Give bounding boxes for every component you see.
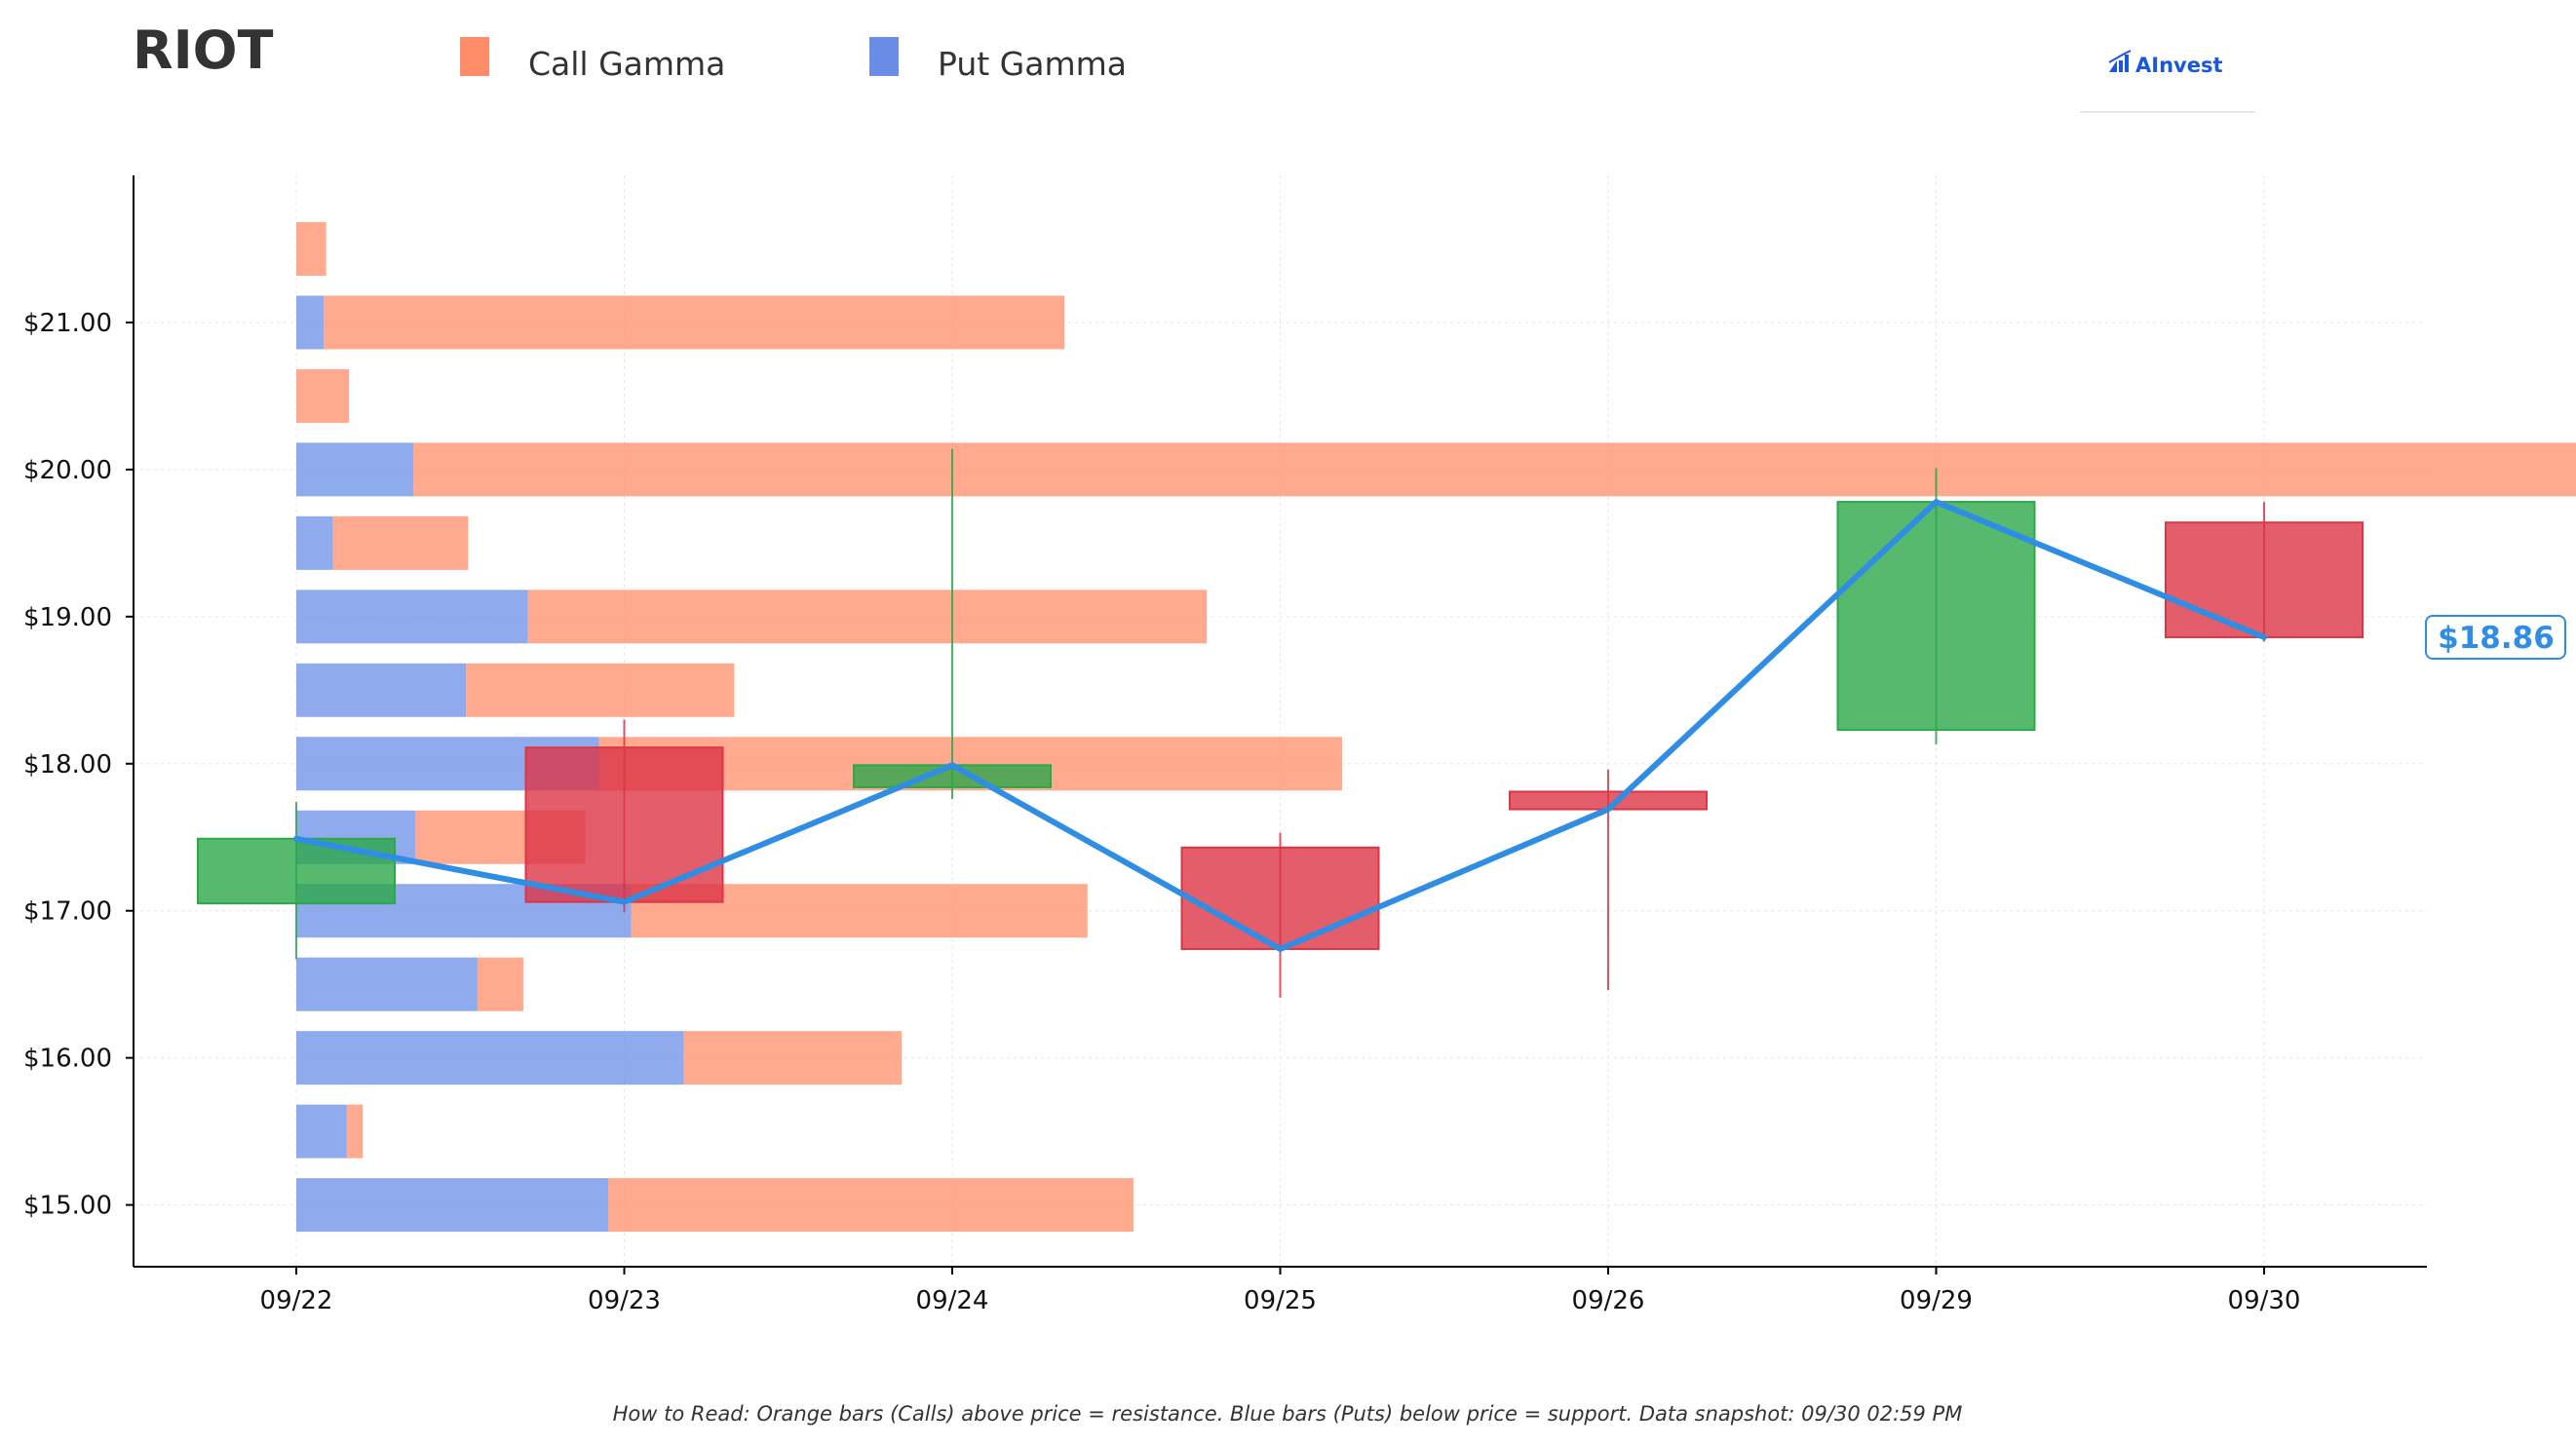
candle-body [1180,846,1380,950]
ticker-title: RIOT [133,19,274,81]
call-gamma-bar [413,442,2576,497]
brand-name: AInvest [2135,54,2223,77]
x-tick-label: 09/29 [1900,1286,1973,1315]
candle-body [197,837,396,905]
y-tick-label: $17.00 [23,897,112,927]
call-gamma-bar [477,957,523,1011]
call-gamma-bar [346,1104,364,1159]
call-gamma-bar [332,515,469,570]
close-price-line [293,499,2267,952]
candle-body [2165,521,2364,638]
current-price-box [2425,614,2566,660]
current-price-tag: $18.86 [2425,614,2566,660]
put-gamma-bar [296,663,467,717]
put-gamma-bar [296,295,325,350]
put-gamma-bar [296,515,333,570]
footnote: How to Read: Orange bars (Calls) above p… [613,1402,1963,1426]
call-gamma-bar [296,221,327,276]
legend: Call Gamma Put Gamma [460,37,1127,83]
call-gamma-bar [527,590,1208,644]
put-gamma-bar [296,442,414,497]
legend-swatch-call [460,37,489,76]
current-price-label: $18.86 [2438,621,2555,656]
call-gamma-bar [296,368,350,423]
call-gamma-bar [608,1178,1134,1233]
candle-body [524,746,724,903]
put-gamma-bar [296,590,528,644]
put-gamma-bar [296,1031,684,1085]
y-tick-label: $16.00 [23,1045,112,1074]
put-gamma-bar [296,1104,347,1159]
x-tick-label: 09/26 [1572,1286,1645,1315]
x-tick-label: 09/22 [260,1286,333,1315]
legend-label-put: Put Gamma [938,45,1127,83]
y-tick-label: $20.00 [23,456,112,485]
legend-label-call: Call Gamma [528,45,725,83]
x-tick-label: 09/25 [1244,1286,1317,1315]
put-gamma-bar [296,1178,609,1233]
call-gamma-bar [683,1031,903,1085]
y-tick-label: $19.00 [23,603,112,632]
x-tick-label: 09/24 [916,1286,989,1315]
brand-logo: AInvest [2080,50,2255,113]
gamma-bars [296,221,2576,1233]
legend-item-put: Put Gamma [869,37,1127,83]
bar-chart-logo-icon [2108,50,2132,72]
x-ticks: 09/22 09/23 09/24 09/25 09/26 09/29 09/30 [260,1267,2301,1315]
y-tick-label: $15.00 [23,1192,112,1221]
legend-item-call: Call Gamma [460,37,725,83]
y-tick-label: $21.00 [23,309,112,338]
candle-body [1836,501,2036,732]
legend-swatch-put [869,37,899,76]
y-tick-label: $18.00 [23,750,112,780]
call-gamma-bar [466,663,735,717]
x-tick-label: 09/30 [2228,1286,2301,1315]
put-gamma-bar [296,957,478,1011]
call-gamma-bar [324,295,1065,350]
x-tick-label: 09/23 [588,1286,661,1315]
y-ticks: $15.00 $16.00 $17.00 $18.00 $19.00 $20.00 $21.… [23,309,134,1221]
close-line [293,499,2267,952]
